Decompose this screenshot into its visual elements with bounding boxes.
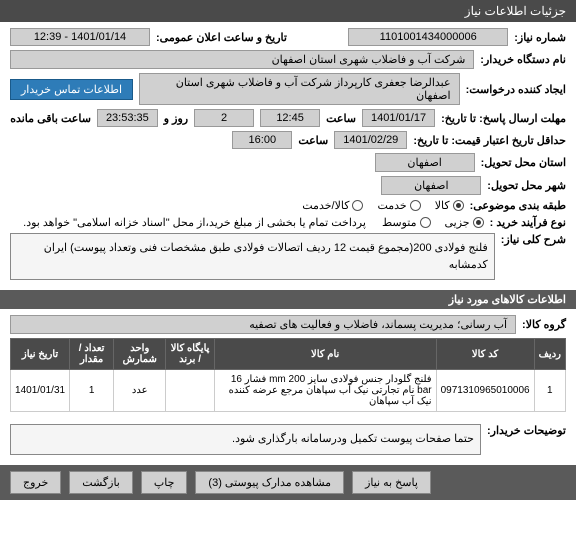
radio-both-label: کالا/خدمت [302, 199, 349, 212]
validity-time: 16:00 [232, 131, 292, 149]
process-radio-group: جزیی متوسط [382, 216, 484, 229]
buyer-contact-button[interactable]: اطلاعات تماس خریدار [10, 79, 133, 100]
need-number-value: 1101001434000006 [348, 28, 508, 46]
remaining-label-2: ساعت باقی مانده [10, 112, 91, 125]
items-table: ردیف کد کالا نام کالا پایگاه کالا / برند… [10, 338, 566, 412]
city-label: شهر محل تحویل: [487, 179, 566, 192]
group-value: آب رسانی؛ مدیریت پسماند، فاضلاب و فعالیت… [10, 315, 516, 334]
buyer-notes-label: توضیحات خریدار: [487, 424, 566, 437]
cell-name: فلنج گلودار جنس فولادی سایز 200 mm فشار … [214, 370, 436, 412]
print-button[interactable]: چاپ [141, 471, 188, 494]
buyer-org-label: نام دستگاه خریدار: [480, 53, 566, 66]
cell-brand [166, 370, 214, 412]
col-unit: واحد شمارش [114, 339, 166, 370]
radio-partial-label: جزیی [445, 216, 470, 229]
cell-qty: 1 [70, 370, 114, 412]
requester-value: عبدالرضا جعفری کارپرداز شرکت آب و فاضلاب… [139, 73, 460, 105]
radio-dot-icon [410, 200, 421, 211]
radio-service-label: خدمت [377, 199, 406, 212]
payment-note: پرداخت تمام یا بخشی از مبلغ خرید،از محل … [23, 216, 366, 229]
remaining-time: 23:53:35 [97, 109, 158, 127]
province-label: استان محل تحویل: [481, 156, 566, 169]
need-number-label: شماره نیاز: [514, 31, 566, 44]
cell-n: 1 [534, 370, 565, 412]
footer-bar: پاسخ به نیاز مشاهده مدارک پیوستی (3) چاپ… [0, 465, 576, 500]
col-qty: تعداد / مقدار [70, 339, 114, 370]
cell-unit: عدد [114, 370, 166, 412]
desc-label: شرح کلی نیاز: [501, 233, 566, 246]
back-button[interactable]: بازگشت [69, 471, 133, 494]
details-form: شماره نیاز: 1101001434000006 تاریخ و ساع… [0, 22, 576, 290]
table-row: 1 0971310965010006 فلنج گلودار جنس فولاد… [11, 370, 566, 412]
remaining-label-1: روز و [164, 112, 188, 125]
deadline-label: مهلت ارسال پاسخ: تا تاریخ: [441, 112, 566, 125]
radio-dot-icon [420, 217, 431, 228]
deadline-time-label: ساعت [326, 112, 356, 125]
validity-date: 1401/02/29 [334, 131, 407, 149]
items-section-title: اطلاعات کالاهای مورد نیاز [0, 290, 576, 309]
category-radio-group: کالا خدمت کالا/خدمت [302, 199, 463, 212]
col-date: تاریخ نیاز [11, 339, 70, 370]
col-name: نام کالا [214, 339, 436, 370]
buyer-notes-text: حتما صفحات پیوست تکمیل ودرسامانه بارگذار… [10, 424, 481, 455]
requester-label: ایجاد کننده درخواست: [466, 83, 566, 96]
desc-text: فلنج فولادی 200(مجموع قیمت 12 ردیف اتصال… [10, 233, 495, 280]
cell-date: 1401/01/31 [11, 370, 70, 412]
radio-dot-icon [453, 200, 464, 211]
col-code: کد کالا [436, 339, 534, 370]
radio-medium[interactable]: متوسط [382, 216, 431, 229]
buyer-org-value: شرکت آب و فاضلاب شهری استان اصفهان [10, 50, 474, 69]
col-brand: پایگاه کالا / برند [166, 339, 214, 370]
radio-both[interactable]: کالا/خدمت [302, 199, 363, 212]
reply-button[interactable]: پاسخ به نیاز [352, 471, 431, 494]
group-label: گروه کالا: [522, 318, 566, 331]
items-area: گروه کالا: آب رسانی؛ مدیریت پسماند، فاضل… [0, 309, 576, 418]
radio-goods-label: کالا [435, 199, 450, 212]
announce-value: 1401/01/14 - 12:39 [10, 28, 150, 46]
validity-label: حداقل تاریخ اعتبار قیمت: تا تاریخ: [413, 134, 566, 147]
attachments-button[interactable]: مشاهده مدارک پیوستی (3) [195, 471, 344, 494]
province-value: اصفهان [375, 153, 475, 172]
radio-dot-icon [473, 217, 484, 228]
radio-goods[interactable]: کالا [435, 199, 464, 212]
col-row: ردیف [534, 339, 565, 370]
category-label: طبقه بندی موضوعی: [470, 199, 566, 212]
radio-dot-icon [352, 200, 363, 211]
validity-time-label: ساعت [298, 134, 328, 147]
cell-code: 0971310965010006 [436, 370, 534, 412]
buyer-notes-area: توضیحات خریدار: حتما صفحات پیوست تکمیل و… [0, 418, 576, 465]
header-bar: جزئیات اطلاعات نیاز [0, 0, 576, 22]
header-title: جزئیات اطلاعات نیاز [465, 4, 566, 18]
deadline-time: 12:45 [260, 109, 320, 127]
deadline-date: 1401/01/17 [362, 109, 435, 127]
process-label: نوع فرآیند خرید : [490, 216, 566, 229]
exit-button[interactable]: خروج [10, 471, 61, 494]
city-value: اصفهان [381, 176, 481, 195]
radio-partial[interactable]: جزیی [445, 216, 484, 229]
radio-medium-label: متوسط [382, 216, 417, 229]
radio-service[interactable]: خدمت [377, 199, 420, 212]
remaining-days: 2 [194, 109, 254, 127]
announce-label: تاریخ و ساعت اعلان عمومی: [156, 31, 287, 44]
